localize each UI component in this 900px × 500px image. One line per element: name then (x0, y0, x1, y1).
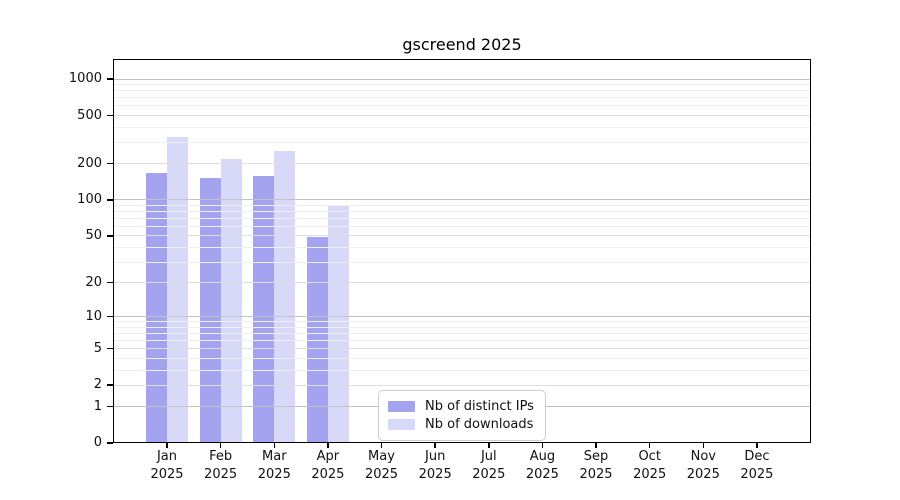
x-tick (327, 443, 329, 448)
y-tick (107, 315, 113, 318)
plot-area (113, 59, 811, 443)
x-axis-label: Mar 2025 (257, 449, 291, 482)
bar-downloads-feb (220, 159, 242, 443)
y-tick (107, 199, 113, 201)
x-tick (488, 443, 490, 448)
bar-distinct-ips-jan (146, 172, 167, 443)
bar-distinct-ips-mar (253, 176, 275, 443)
bars-layer (113, 59, 811, 443)
x-axis-label: Nov 2025 (686, 449, 720, 482)
legend-item: Nb of downloads (388, 416, 536, 433)
y-axis-label: 1000 (68, 71, 102, 86)
x-axis-label: Sep 2025 (579, 449, 613, 482)
x-axis-label: Jan 2025 (150, 449, 184, 482)
bar-distinct-ips-apr (306, 236, 328, 443)
x-tick (434, 443, 436, 448)
x-axis-label: Aug 2025 (525, 449, 559, 482)
y-tick (107, 347, 113, 350)
bar-downloads-mar (274, 150, 296, 443)
y-axis-label: 100 (77, 191, 102, 207)
x-axis-label: Dec 2025 (740, 449, 774, 482)
y-tick (107, 162, 113, 165)
y-tick (107, 114, 113, 117)
y-tick (107, 281, 113, 284)
x-tick (702, 443, 705, 448)
x-axis-label: Jun 2025 (418, 449, 452, 482)
x-tick (219, 443, 222, 448)
y-tick (107, 235, 113, 237)
legend-label: Nb of downloads (425, 417, 534, 432)
x-tick (756, 443, 758, 448)
bar-downloads-apr (327, 205, 349, 443)
y-tick (107, 405, 113, 408)
y-axis-label: 20 (85, 274, 102, 290)
legend-item: Nb of distinct IPs (388, 398, 536, 415)
legend-swatch-distinct-ips (388, 401, 415, 412)
y-axis-label: 200 (77, 155, 102, 171)
y-axis-label: 1 (93, 398, 102, 414)
x-tick (595, 443, 597, 448)
y-axis-label: 2 (93, 377, 102, 393)
x-axis-label: May 2025 (364, 449, 399, 482)
x-tick (273, 443, 275, 448)
y-axis-label: 0 (93, 435, 102, 450)
legend-label: Nb of distinct IPs (425, 399, 534, 414)
x-axis-label: Apr 2025 (311, 449, 345, 482)
legend-swatch-downloads (388, 419, 415, 430)
bar-distinct-ips-feb (199, 178, 221, 443)
legend: Nb of distinct IPs Nb of downloads (378, 390, 546, 441)
y-axis-label: 500 (77, 107, 102, 123)
x-tick (166, 443, 168, 448)
y-axis-label: 50 (85, 227, 102, 243)
x-tick (648, 443, 651, 448)
bar-downloads-jan (167, 136, 188, 443)
x-axis-label: Feb 2025 (204, 449, 238, 482)
y-axis-label: 5 (93, 340, 102, 356)
x-tick (541, 443, 544, 448)
y-axis-label: 10 (85, 308, 102, 324)
y-tick (107, 384, 113, 386)
y-tick (107, 78, 113, 80)
x-axis-label: Oct 2025 (633, 449, 667, 482)
x-axis-label: Jul 2025 (472, 449, 506, 482)
chart-title: gscreend 2025 (402, 35, 522, 54)
x-tick (380, 443, 383, 448)
y-tick (107, 442, 113, 444)
